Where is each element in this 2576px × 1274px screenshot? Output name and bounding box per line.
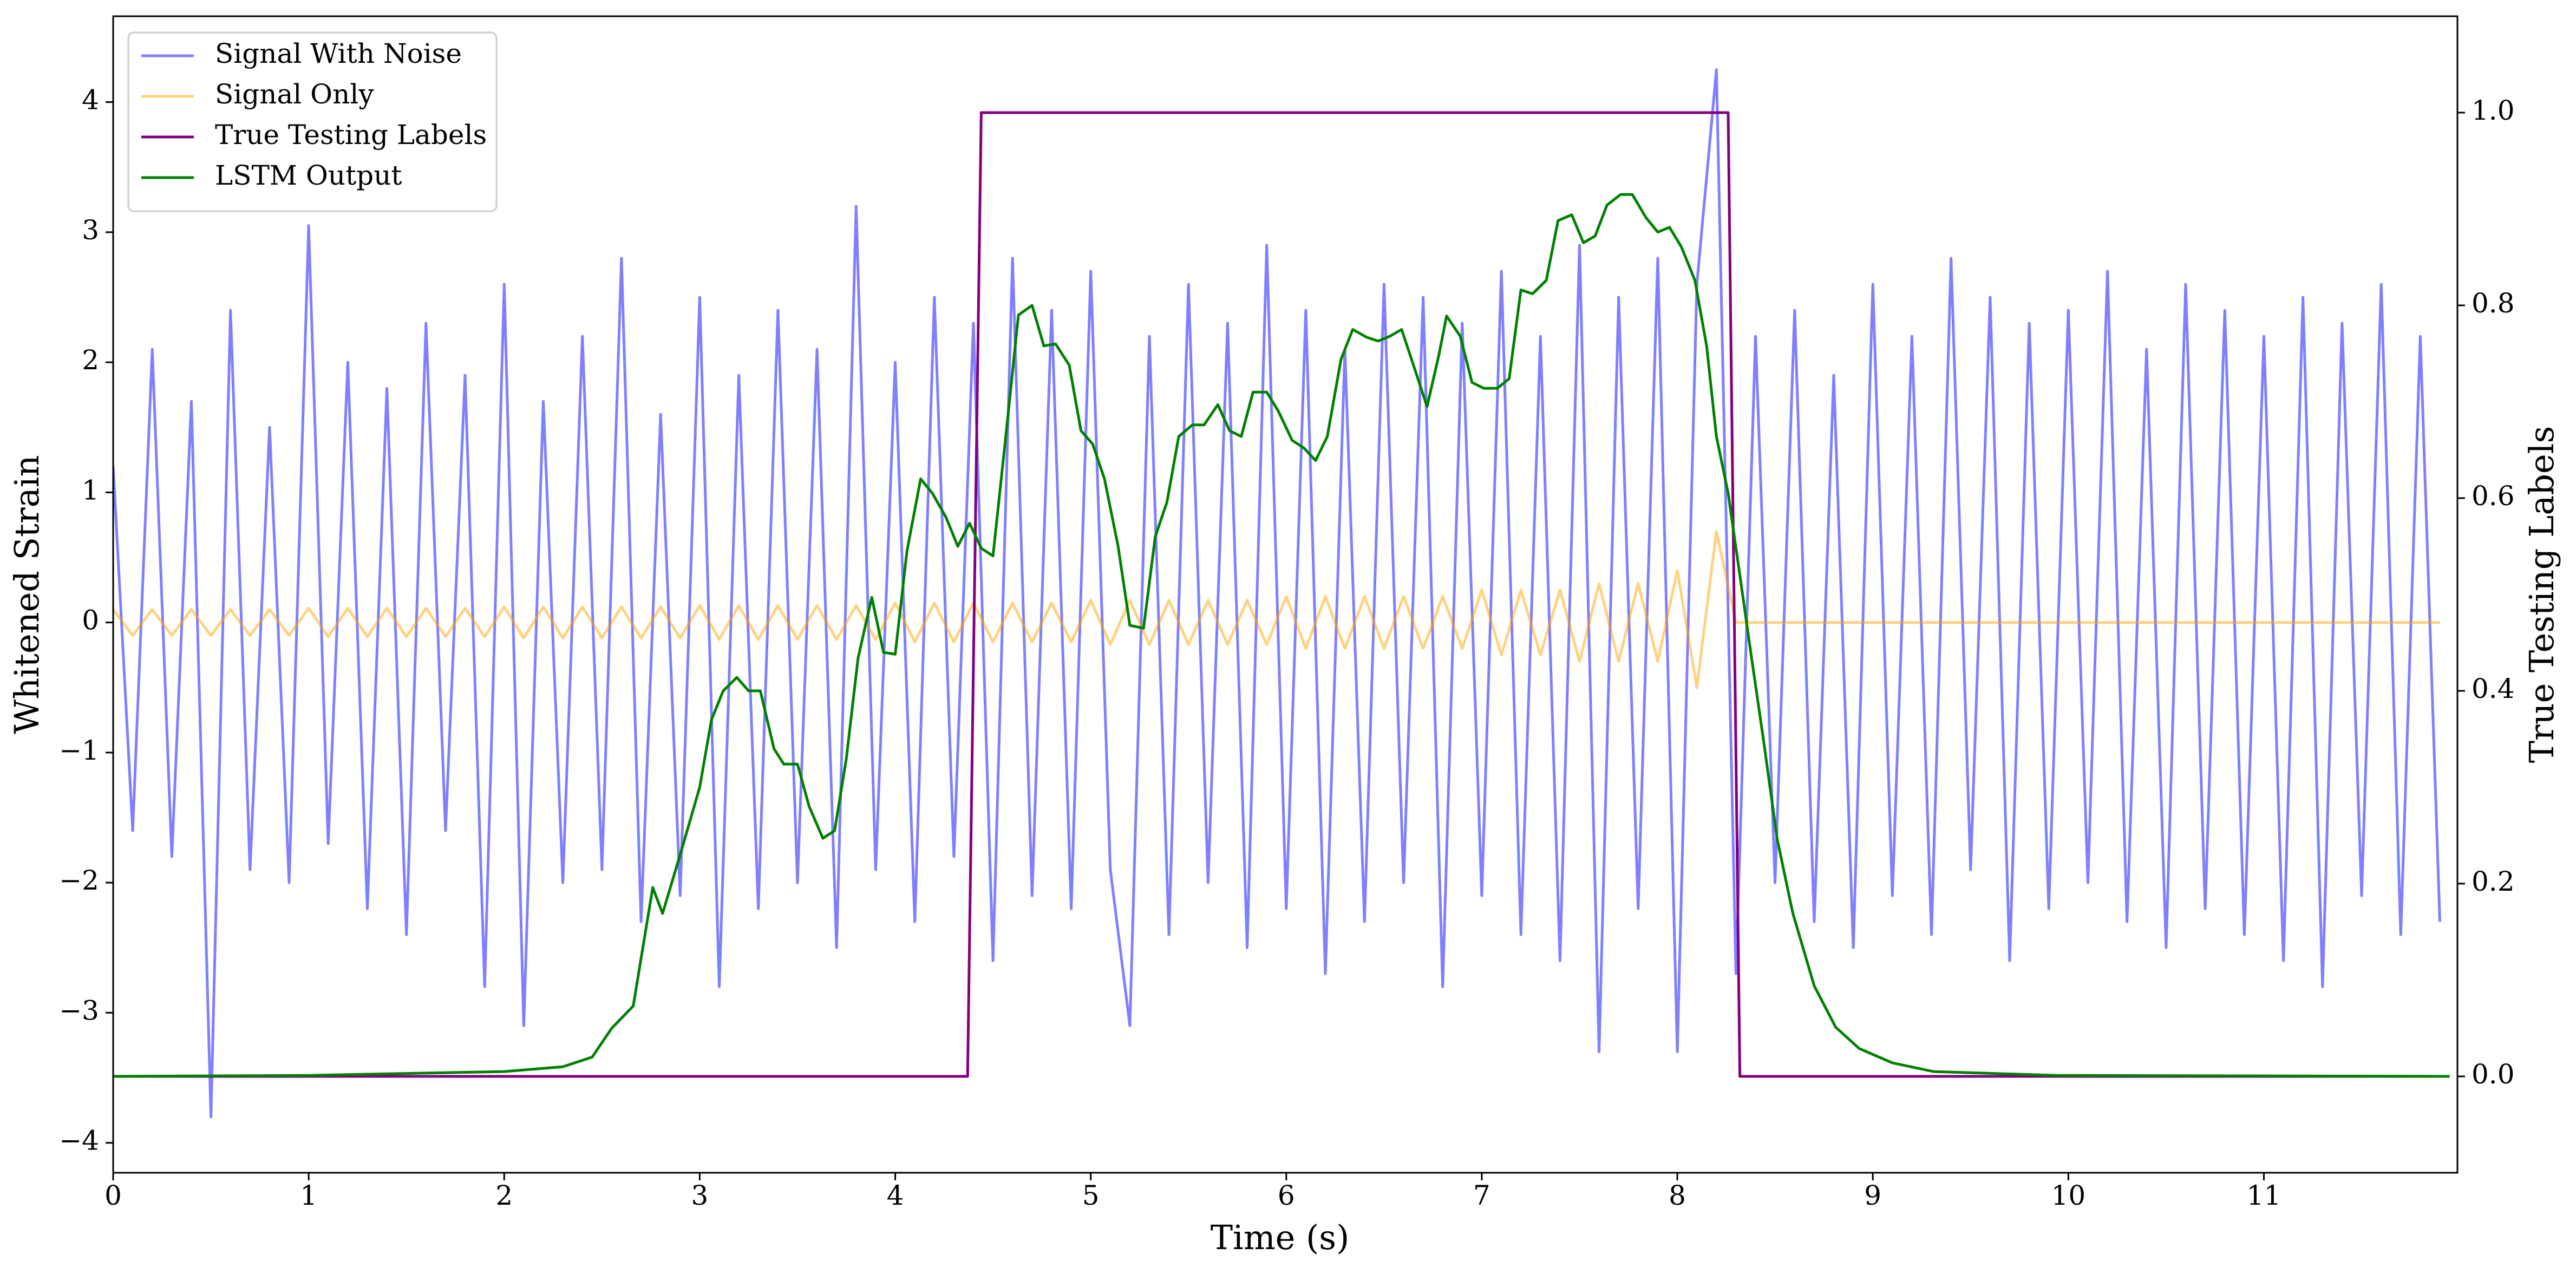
y-tick-label: −2 — [59, 865, 99, 896]
x-tick-label: 10 — [2051, 1180, 2086, 1211]
y-tick-label: 0 — [82, 605, 99, 636]
y2-tick-label: 0.4 — [2472, 673, 2515, 704]
x-tick-label: 6 — [1278, 1180, 1295, 1211]
y2-axis-title: True Testing Labels — [2522, 426, 2561, 763]
x-tick-label: 0 — [104, 1180, 122, 1211]
x-tick-label: 1 — [300, 1180, 317, 1211]
legend-box — [127, 31, 498, 212]
series-line — [113, 111, 2450, 1078]
x-tick-label: 2 — [495, 1180, 513, 1211]
y-tick-label: 4 — [82, 84, 99, 116]
y-tick-label: −4 — [59, 1125, 99, 1157]
x-tick-label: 11 — [2247, 1180, 2281, 1211]
plot-frame — [112, 15, 2459, 1174]
x-axis-title: Time (s) — [1211, 1218, 1350, 1257]
legend-label: Signal Only — [215, 79, 374, 110]
y-axis-title: Whitened Strain — [7, 455, 47, 734]
legend-label: Signal With Noise — [215, 38, 462, 69]
series-line — [113, 530, 2440, 689]
y-tick-label: 1 — [82, 474, 99, 506]
x-tick-label: 7 — [1473, 1180, 1490, 1211]
legend: Signal With Noise Signal Only True Testing… — [127, 31, 498, 212]
legend-label: LSTM Output — [215, 160, 402, 191]
y2-tick-label: 0.0 — [2472, 1059, 2515, 1090]
y2-tick-label: 1.0 — [2472, 95, 2515, 126]
x-tick-label: 3 — [691, 1180, 708, 1211]
y-tick-label: −3 — [59, 995, 99, 1026]
series-line — [113, 193, 2450, 1078]
x-tick-label: 9 — [1864, 1180, 1881, 1211]
x-tick-label: 5 — [1082, 1180, 1100, 1211]
y2-tick-label: 0.8 — [2472, 288, 2515, 319]
y2-tick-label: 0.6 — [2472, 480, 2515, 512]
legend-label: True Testing Labels — [215, 119, 487, 151]
y-tick-label: 3 — [82, 214, 99, 246]
y-tick-label: −1 — [59, 735, 99, 766]
plot-area — [113, 68, 2450, 1119]
y-tick-label: 2 — [82, 344, 99, 376]
x-tick-label: 8 — [1669, 1180, 1686, 1211]
y2-tick-label: 0.2 — [2472, 866, 2515, 897]
x-tick-label: 4 — [887, 1180, 904, 1211]
series-line — [113, 68, 2441, 1119]
